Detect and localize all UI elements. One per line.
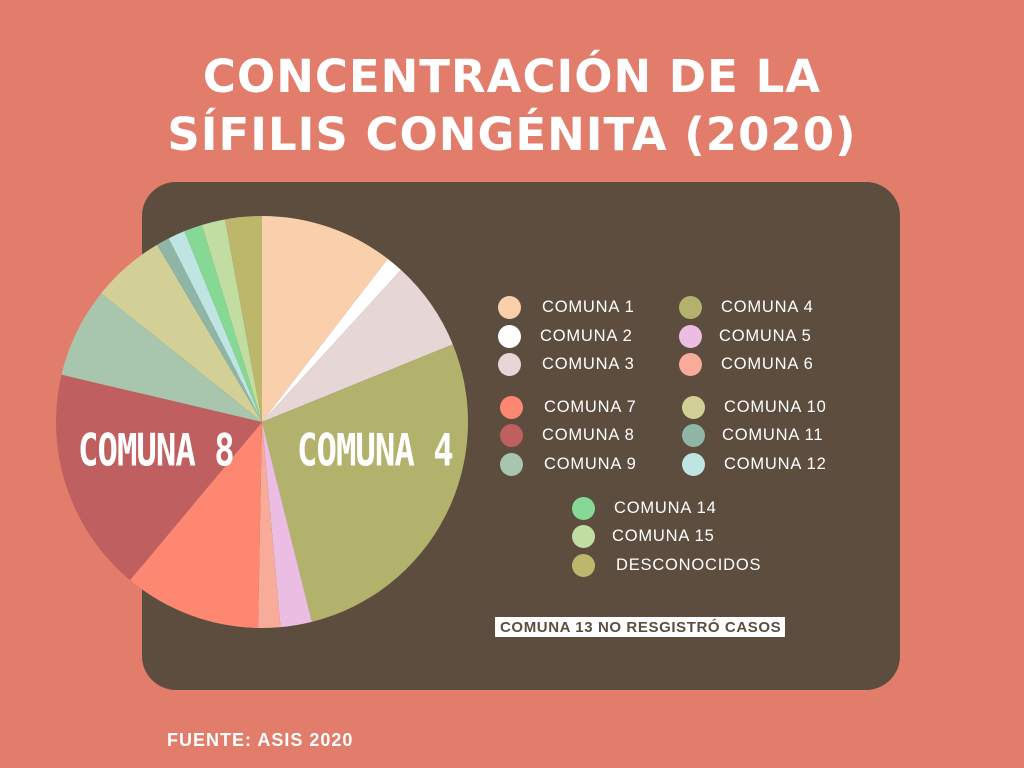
legend-label: COMUNA 6 [721,355,814,373]
legend-swatch [500,424,523,447]
legend-label: COMUNA 8 [542,426,635,444]
legend-label: COMUNA 5 [719,327,812,345]
legend-label: COMUNA 15 [612,527,715,545]
legend-label: COMUNA 14 [614,499,717,517]
title-line-1: CONCENTRACIÓN DE LA [202,50,822,103]
legend-swatch [498,296,521,319]
slice-label-comuna-4: COMUNA 4 [297,425,454,477]
title-line-2: SÍFILIS CONGÉNITA (2020) [167,108,857,161]
pie-slice-comuna-15 [201,219,262,422]
pie-slice-desconocidos [225,216,262,422]
pie-slice-comuna-2 [262,258,401,422]
pie-slice-comuna-5 [262,422,312,628]
legend-label: COMUNA 3 [542,355,635,373]
legend-swatch [498,325,521,348]
pie-slice-comuna-6 [258,422,281,628]
legend-swatch [498,353,521,376]
legend-label: COMUNA 9 [544,455,637,473]
legend-label: COMUNA 1 [542,298,635,316]
pie-slice-comuna-10 [101,244,262,422]
pie-slice-comuna-3 [262,269,453,422]
slice-label-comuna-8: COMUNA 8 [78,425,235,477]
note-comuna-13: COMUNA 13 NO RESGISTRÓ CASOS [495,617,786,637]
pie-slice-comuna-1 [262,216,388,422]
pie-slice-comuna-14 [184,224,262,422]
legend-swatch [679,353,702,376]
legend-swatch [572,525,595,548]
legend-label: COMUNA 10 [724,398,827,416]
legend-label: COMUNA 12 [724,455,827,473]
legend-label: COMUNA 7 [544,398,637,416]
pie-slice-comuna-4 [262,344,468,622]
legend-swatch [572,497,595,520]
legend-swatch [679,325,702,348]
legend-swatch [682,424,705,447]
pie-slice-comuna-8 [56,374,263,581]
legend-swatch [572,554,595,577]
pie-slice-comuna-9 [61,293,263,422]
legend-label: COMUNA 4 [721,298,814,316]
legend-label: DESCONOCIDOS [616,556,762,574]
pie-slice-comuna-12 [168,231,262,422]
legend-swatch [682,396,705,419]
legend-swatch [679,296,702,319]
legend-swatch [682,453,705,476]
page-title: CONCENTRACIÓN DE LA SÍFILIS CONGÉNITA (2… [0,48,1024,164]
pie-slice-comuna-7 [130,422,262,628]
pie-slice-comuna-11 [157,238,262,422]
source-label: FUENTE: ASIS 2020 [167,730,354,750]
legend-label: COMUNA 2 [540,327,633,345]
legend-swatch [500,396,523,419]
legend-swatch [500,453,523,476]
legend-label: COMUNA 11 [722,426,824,444]
